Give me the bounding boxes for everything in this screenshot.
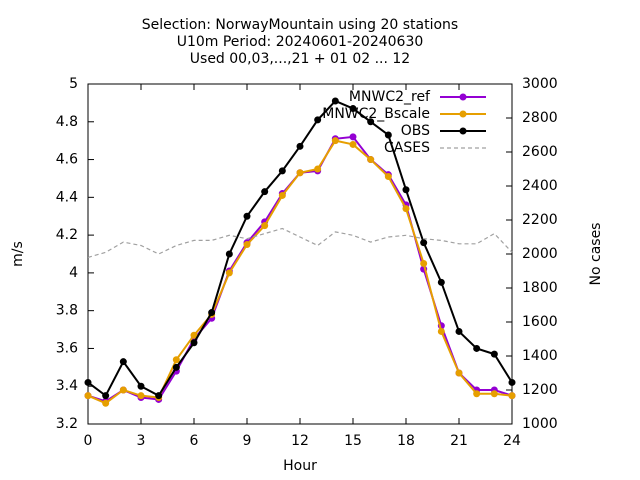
x-tick-label: 18 bbox=[397, 433, 415, 449]
point bbox=[155, 392, 163, 400]
y2-tick-label: 1600 bbox=[522, 314, 558, 330]
point bbox=[349, 105, 357, 113]
series-line bbox=[87, 135, 513, 403]
legend-label: MNWC2_Bscale bbox=[322, 106, 430, 122]
point bbox=[225, 250, 233, 258]
point bbox=[367, 156, 375, 164]
point bbox=[137, 392, 145, 400]
x-tick-label: 0 bbox=[84, 433, 93, 449]
point bbox=[473, 390, 481, 398]
y-tick-label: 3.8 bbox=[56, 303, 78, 319]
plot-border bbox=[87, 83, 513, 425]
point bbox=[455, 369, 463, 377]
legend-marker bbox=[459, 110, 467, 118]
y2-tick-label: 2000 bbox=[522, 246, 558, 262]
y-tick-label: 4.2 bbox=[56, 227, 78, 243]
legend-marker bbox=[459, 93, 467, 101]
point bbox=[473, 344, 481, 352]
point bbox=[367, 118, 375, 126]
point bbox=[172, 356, 180, 364]
point bbox=[296, 169, 304, 177]
point bbox=[420, 239, 428, 247]
y2-tick-label: 1000 bbox=[522, 416, 558, 432]
point bbox=[437, 327, 445, 335]
point bbox=[119, 386, 127, 394]
y-axis-label: m/s bbox=[10, 241, 26, 267]
legend-label: OBS bbox=[401, 123, 430, 139]
y-tick-label: 4.8 bbox=[56, 114, 78, 130]
series-line bbox=[87, 227, 513, 258]
y2-tick-label: 2800 bbox=[522, 110, 558, 126]
point bbox=[190, 339, 198, 347]
point bbox=[349, 133, 357, 141]
point bbox=[172, 363, 180, 371]
point bbox=[331, 137, 339, 145]
point bbox=[490, 350, 498, 358]
point bbox=[84, 392, 92, 400]
y2-tick-label: 1200 bbox=[522, 382, 558, 398]
point bbox=[119, 358, 127, 366]
x-tick-label: 24 bbox=[503, 433, 521, 449]
x-tick-label: 12 bbox=[291, 433, 309, 449]
point bbox=[261, 188, 269, 196]
y-tick-label: 3.6 bbox=[56, 340, 78, 356]
point bbox=[402, 205, 410, 213]
x-axis-label: Hour bbox=[283, 458, 317, 474]
x-tick-label: 21 bbox=[450, 433, 468, 449]
y2-tick-label: 2400 bbox=[522, 178, 558, 194]
point bbox=[437, 278, 445, 286]
point bbox=[225, 269, 233, 277]
y-tick-label: 4 bbox=[69, 265, 78, 281]
y-tick-label: 4.6 bbox=[56, 152, 78, 168]
point bbox=[296, 142, 304, 150]
y-tick-label: 3.4 bbox=[56, 378, 78, 394]
x-tick-label: 9 bbox=[243, 433, 252, 449]
y2-axis-label: No cases bbox=[588, 223, 604, 286]
y-tick-label: 4.4 bbox=[56, 189, 78, 205]
title-line: U10m Period: 20240601-20240630 bbox=[177, 34, 424, 50]
series-line bbox=[87, 139, 513, 405]
point bbox=[402, 186, 410, 194]
point bbox=[102, 392, 110, 400]
point bbox=[384, 173, 392, 181]
y-tick-label: 5 bbox=[69, 76, 78, 92]
point bbox=[349, 140, 357, 148]
point bbox=[278, 191, 286, 199]
point bbox=[243, 241, 251, 249]
y2-tick-label: 2200 bbox=[522, 212, 558, 228]
y-tick-label: 3.2 bbox=[56, 416, 78, 432]
point bbox=[508, 378, 516, 386]
point bbox=[243, 212, 251, 220]
point bbox=[137, 382, 145, 390]
point bbox=[508, 392, 516, 400]
x-tick-label: 6 bbox=[190, 433, 199, 449]
point bbox=[314, 116, 322, 124]
y2-tick-label: 3000 bbox=[522, 76, 558, 92]
legend-label: MNWC2_ref bbox=[349, 89, 431, 105]
point bbox=[102, 399, 110, 407]
point bbox=[261, 222, 269, 230]
point bbox=[190, 331, 198, 339]
point bbox=[455, 327, 463, 335]
x-tick-label: 15 bbox=[344, 433, 362, 449]
y2-tick-label: 2600 bbox=[522, 144, 558, 160]
point bbox=[208, 309, 216, 317]
point bbox=[420, 259, 428, 267]
point bbox=[384, 131, 392, 139]
title-line: Used 00,03,...,21 + 01 02 ... 12 bbox=[190, 51, 410, 67]
point bbox=[331, 97, 339, 105]
legend-marker bbox=[459, 127, 467, 135]
point bbox=[278, 167, 286, 175]
y2-tick-label: 1800 bbox=[522, 280, 558, 296]
legend-label: CASES bbox=[384, 140, 430, 156]
point bbox=[84, 378, 92, 386]
point bbox=[490, 390, 498, 398]
point bbox=[314, 165, 322, 173]
title-line: Selection: NorwayMountain using 20 stati… bbox=[142, 17, 458, 33]
y2-tick-label: 1400 bbox=[522, 348, 558, 364]
x-tick-label: 3 bbox=[137, 433, 146, 449]
